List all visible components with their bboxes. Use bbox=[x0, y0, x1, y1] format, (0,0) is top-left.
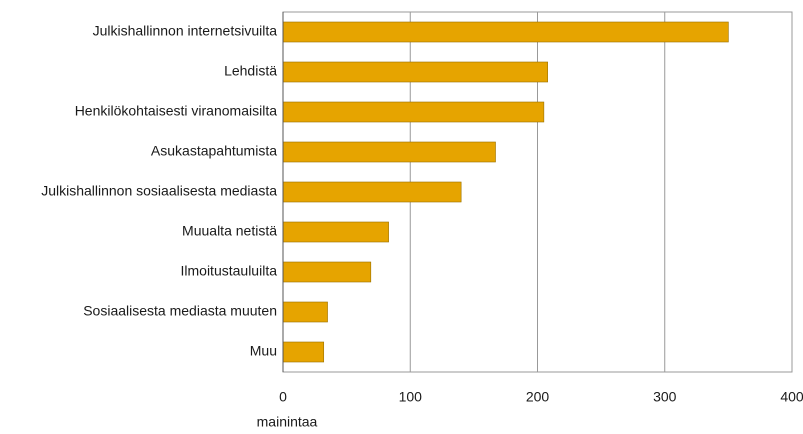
x-tick-label: 400 bbox=[780, 389, 803, 405]
y-tick-label: Julkishallinnon internetsivuilta bbox=[93, 23, 278, 39]
bar bbox=[282, 181, 462, 203]
y-tick-label: Muu bbox=[250, 343, 277, 359]
x-tick-label: 300 bbox=[653, 389, 677, 405]
bar bbox=[282, 61, 548, 83]
bar bbox=[282, 341, 325, 363]
y-tick-label: Ilmoitustauluilta bbox=[181, 263, 278, 279]
y-tick-label: Lehdistä bbox=[224, 63, 277, 79]
x-tick-label: 0 bbox=[279, 389, 287, 405]
bar bbox=[282, 261, 372, 283]
y-tick-label: Henkilökohtaisesti viranomaisilta bbox=[75, 103, 278, 119]
y-tick-label: Muualta netistä bbox=[182, 223, 277, 239]
bar bbox=[282, 301, 328, 323]
bar bbox=[282, 221, 389, 243]
x-tick-label: 200 bbox=[526, 389, 550, 405]
x-axis-label: mainintaa bbox=[257, 414, 318, 430]
y-tick-label: Asukastapahtumista bbox=[151, 143, 277, 159]
x-tick-label: 100 bbox=[399, 389, 423, 405]
bar bbox=[282, 101, 545, 123]
y-tick-label: Julkishallinnon sosiaalisesta mediasta bbox=[41, 183, 277, 199]
bar bbox=[282, 21, 729, 43]
y-tick-label: Sosiaalisesta mediasta muuten bbox=[83, 303, 277, 319]
bar bbox=[282, 141, 496, 163]
